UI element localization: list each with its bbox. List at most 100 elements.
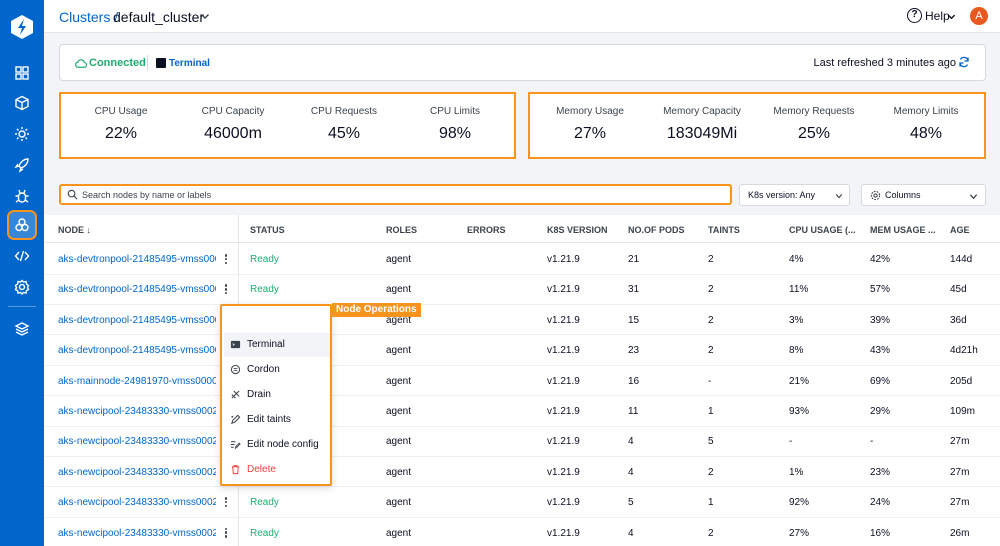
chevron-down-icon[interactable]: [200, 11, 210, 21]
menu-item-edit-taints[interactable]: Edit taints: [224, 408, 330, 432]
code-icon[interactable]: [12, 246, 32, 266]
cell-age: 4d21h: [950, 345, 978, 357]
rocket-icon[interactable]: [12, 155, 32, 175]
cell-mem-usage: 29%: [870, 406, 891, 417]
table-row[interactable]: aks-newcipool-23483330-vmss00021l agent v1…: [44, 396, 1000, 427]
node-name-link[interactable]: aks-devtronpool-21485495-vmss000000: [58, 254, 216, 265]
table-row[interactable]: aks-newcipool-23483330-vmss00023 agent v1.…: [44, 457, 1000, 488]
terminal-link[interactable]: Terminal: [169, 58, 210, 69]
column-header-mem-usage[interactable]: MEM USAGE ...: [870, 225, 936, 235]
k8s-version-select[interactable]: K8s version: Any: [739, 184, 850, 206]
menu-item-delete[interactable]: Delete: [224, 458, 330, 482]
grid-icon[interactable]: [12, 63, 32, 83]
devtron-logo-icon[interactable]: [9, 14, 35, 40]
divider: [147, 55, 148, 71]
cell-mem-usage: 57%: [870, 284, 891, 296]
table-row[interactable]: aks-newcipool-23483330-vmss00022 agent v1.…: [44, 426, 1000, 457]
node-name-link[interactable]: aks-newcipool-23483330-vmss00022: [58, 436, 216, 448]
edit-config-icon: [230, 441, 241, 450]
node-name-link[interactable]: aks-newcipool-23483330-vmss00025: [58, 527, 216, 539]
cluster-name[interactable]: default_cluster: [113, 9, 205, 25]
cell-status: Ready: [250, 497, 279, 509]
nodes-table: NODE ↓ STATUS ROLES ERRORS K8S VERSION N…: [44, 215, 1000, 546]
clusters-icon[interactable]: [12, 215, 32, 235]
more-options-icon[interactable]: [222, 282, 230, 296]
page-header: Clusters / default_cluster ? Help A: [44, 0, 1000, 33]
cell-pods: 23: [628, 345, 640, 357]
columns-label: Columns: [885, 190, 921, 200]
trash-icon: [231, 465, 240, 475]
cell-mem-usage: 24%: [870, 497, 891, 509]
cell-mem-usage: 69%: [870, 375, 891, 387]
node-name-link[interactable]: aks-devtronpool-21485495-vmss000003: [58, 345, 216, 357]
menu-item-drain[interactable]: Drain: [224, 383, 330, 407]
menu-item-label: Terminal: [247, 339, 285, 350]
node-name-link[interactable]: aks-devtronpool-21485495-vmss000001: [58, 284, 216, 296]
bug-gear-icon[interactable]: [12, 124, 32, 144]
bug-icon[interactable]: [12, 186, 32, 206]
cell-status: Ready: [250, 527, 279, 539]
more-options-icon[interactable]: [222, 252, 230, 266]
search-input[interactable]: Search nodes by name or labels: [59, 184, 732, 205]
cloud-icon: [75, 59, 87, 68]
cell-pods: 16: [628, 375, 640, 387]
table-row[interactable]: aks-mainnode-24981970-vmss000000 agent v1.…: [44, 366, 1000, 397]
cell-k8s-version: v1.21.9: [547, 527, 580, 539]
column-header-pods[interactable]: NO.OF PODS: [628, 225, 685, 235]
node-name-link[interactable]: aks-devtronpool-21485495-vmss000002: [58, 314, 216, 326]
cell-cpu-usage: 3%: [789, 314, 804, 326]
avatar[interactable]: A: [970, 7, 988, 25]
settings-icon[interactable]: [12, 277, 32, 297]
table-row[interactable]: aks-newcipool-23483330-vmss00025 Ready age…: [44, 518, 1000, 546]
chevron-down-icon[interactable]: [947, 12, 956, 21]
cell-cpu-usage: 92%: [789, 497, 810, 509]
table-row[interactable]: aks-newcipool-23483330-vmss00024 Ready age…: [44, 487, 1000, 518]
breadcrumb-clusters-link[interactable]: Clusters /: [59, 9, 119, 25]
cube-icon[interactable]: [12, 93, 32, 113]
cell-status: Ready: [250, 284, 279, 296]
columns-select[interactable]: Columns: [861, 184, 986, 206]
more-options-icon[interactable]: [222, 495, 230, 509]
cell-pods: 5: [628, 497, 634, 509]
refresh-icon[interactable]: [958, 56, 970, 68]
column-header-status[interactable]: STATUS: [250, 225, 285, 235]
menu-item-cordon[interactable]: Cordon: [224, 358, 330, 382]
column-header-errors[interactable]: ERRORS: [467, 225, 506, 235]
column-header-node[interactable]: NODE ↓: [58, 225, 92, 235]
help-icon[interactable]: ?: [907, 8, 922, 23]
table-row[interactable]: aks-devtronpool-21485495-vmss000000 Ready…: [44, 244, 1000, 275]
node-name-link[interactable]: aks-newcipool-23483330-vmss00023: [58, 466, 216, 478]
column-header-taints[interactable]: TAINTS: [708, 225, 740, 235]
table-row[interactable]: aks-devtronpool-21485495-vmss000001 Ready…: [44, 274, 1000, 305]
terminal-icon[interactable]: [156, 58, 166, 68]
memory-metrics-panel: Memory Usage 27% Memory Capacity 183049M…: [528, 92, 986, 159]
metric-label: Memory Requests: [773, 106, 855, 117]
chevron-down-icon: [969, 194, 978, 200]
column-header-k8s-version[interactable]: K8S VERSION: [547, 225, 608, 235]
more-options-icon[interactable]: [222, 526, 230, 540]
gear-icon: [870, 190, 881, 201]
menu-item-terminal[interactable]: Terminal: [224, 333, 330, 357]
menu-item-edit-node-config[interactable]: Edit node config: [224, 433, 330, 457]
metric-value: 22%: [104, 125, 138, 142]
node-name-link[interactable]: aks-mainnode-24981970-vmss000000: [58, 375, 216, 387]
cell-taints: 2: [708, 345, 714, 357]
help-menu[interactable]: Help: [925, 9, 950, 23]
cell-k8s-version: v1.21.9: [547, 497, 580, 509]
taints-icon: [231, 414, 241, 424]
menu-item-label: Edit node config: [247, 439, 319, 450]
stack-icon[interactable]: [12, 319, 32, 339]
sort-desc-icon[interactable]: ↓: [86, 225, 92, 235]
cell-age: 27m: [950, 497, 970, 509]
node-name-link[interactable]: aks-newcipool-23483330-vmss00024: [58, 497, 216, 509]
node-name-link[interactable]: aks-newcipool-23483330-vmss00021l: [58, 406, 216, 417]
cpu-metrics-panel: CPU Usage 22% CPU Capacity 46000m CPU Re…: [59, 92, 516, 159]
column-header-roles[interactable]: ROLES: [386, 225, 418, 235]
cell-taints: 2: [708, 527, 714, 539]
cell-age: 144d: [950, 254, 973, 265]
column-header-cpu-usage[interactable]: CPU USAGE (...: [789, 225, 856, 235]
cell-role: agent: [386, 527, 412, 539]
column-header-age[interactable]: AGE: [950, 225, 970, 235]
table-row[interactable]: aks-devtronpool-21485495-vmss000002Ready…: [44, 305, 1000, 336]
table-row[interactable]: aks-devtronpool-21485495-vmss000003 agent…: [44, 335, 1000, 366]
